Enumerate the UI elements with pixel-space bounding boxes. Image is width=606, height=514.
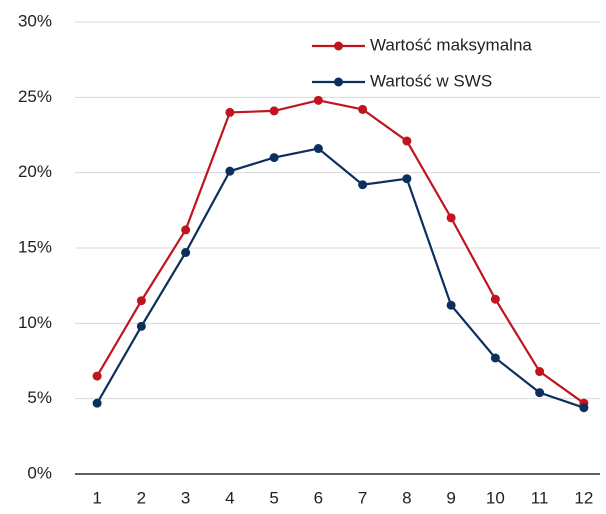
y-tick-label: 10%: [18, 313, 52, 332]
y-tick-label: 5%: [27, 388, 52, 407]
data-point: [136, 321, 146, 331]
x-tick-label: 5: [269, 488, 278, 507]
data-point: [92, 371, 102, 381]
data-point: [446, 213, 456, 223]
x-tick-label: 1: [92, 488, 101, 507]
legend-marker: [334, 41, 343, 51]
data-point: [181, 225, 191, 235]
data-point: [225, 166, 235, 176]
series-line: [96, 99, 585, 405]
data-point: [402, 136, 412, 146]
x-tick-label: 9: [446, 488, 455, 507]
data-point: [313, 95, 323, 105]
data-point: [579, 403, 589, 413]
legend-label: Wartość maksymalna: [370, 35, 532, 54]
data-point: [358, 104, 368, 114]
legend-label: Wartość w SWS: [370, 71, 492, 90]
x-tick-label: 4: [225, 488, 234, 507]
data-point: [269, 106, 279, 116]
data-point: [535, 367, 545, 377]
data-point: [358, 180, 368, 190]
y-tick-label: 25%: [18, 87, 52, 106]
data-point: [269, 153, 279, 163]
y-tick-label: 0%: [27, 463, 52, 482]
y-tick-label: 30%: [18, 11, 52, 30]
data-point: [446, 300, 456, 310]
data-point: [313, 144, 323, 154]
y-tick-label: 15%: [18, 237, 52, 256]
x-tick-label: 8: [402, 488, 411, 507]
x-tick-label: 10: [486, 488, 505, 507]
x-tick-label: 7: [358, 488, 367, 507]
series-line: [96, 147, 585, 409]
x-tick-label: 3: [181, 488, 190, 507]
x-tick-label: 12: [574, 488, 593, 507]
data-point: [92, 398, 102, 408]
x-tick-label: 2: [137, 488, 146, 507]
data-point: [490, 294, 500, 304]
data-point: [136, 296, 146, 306]
data-point: [490, 353, 500, 363]
x-tick-label: 6: [314, 488, 323, 507]
y-tick-label: 20%: [18, 162, 52, 181]
data-point: [181, 248, 191, 258]
x-tick-label: 11: [531, 488, 549, 507]
legend-marker: [334, 77, 343, 87]
data-point: [225, 107, 235, 117]
data-point: [402, 174, 412, 184]
data-point: [535, 388, 545, 398]
